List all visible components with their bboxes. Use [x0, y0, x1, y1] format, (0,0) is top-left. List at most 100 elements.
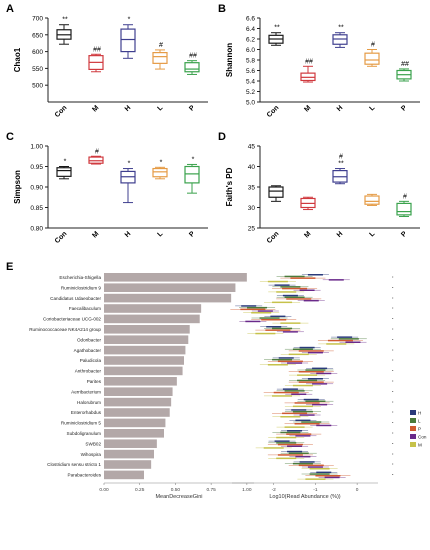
abundance-box — [245, 320, 261, 323]
panel-letter-a: A — [6, 3, 14, 15]
importance-bar — [104, 356, 184, 365]
x-category-label: H — [124, 104, 133, 113]
abundance-box — [282, 287, 308, 290]
x-axis-label: Log10(Read Abundance (%)) — [269, 494, 340, 500]
row-marker: • — [392, 472, 394, 477]
importance-bar-chart: Escherichia-Shigella Ruminiclostridium 9 C… — [29, 273, 254, 500]
abundance-box — [274, 440, 290, 442]
taxon-label: Wihospira — [81, 452, 102, 457]
abundance-box — [295, 435, 311, 437]
row-marker: • — [392, 284, 394, 289]
abundance-box — [295, 419, 311, 422]
importance-bar — [104, 408, 170, 417]
importance-bar — [104, 387, 173, 396]
x-category-label: H — [336, 104, 345, 113]
x-category-label: P — [188, 230, 196, 238]
abundance-box — [280, 416, 301, 418]
significance-mark: ** — [338, 161, 344, 168]
x-category-label: M — [91, 104, 100, 113]
abundance-box — [312, 383, 328, 385]
box-l — [364, 193, 380, 206]
box-m: ## — [88, 46, 104, 73]
abundance-box — [326, 343, 347, 345]
row-marker: • — [392, 357, 394, 362]
abundance-box — [276, 442, 297, 444]
abundance-row: • — [263, 388, 394, 397]
significance-mark: * — [128, 17, 131, 24]
y-tick-label: 35 — [248, 185, 256, 192]
y-tick-label: 6.4 — [246, 26, 255, 33]
abundance-box — [263, 447, 284, 449]
box-con: ** — [268, 25, 284, 46]
legend-label: M — [418, 443, 422, 448]
x-category-label: Con — [54, 230, 69, 245]
abundance-row: • — [268, 430, 394, 439]
abundance-row: • — [268, 284, 394, 293]
row-marker: • — [392, 368, 394, 373]
abundance-box — [272, 358, 293, 361]
abundance-box — [247, 306, 268, 309]
abundance-box — [284, 390, 305, 392]
x-tick-label: 1.00 — [242, 487, 252, 493]
abundance-box — [299, 289, 315, 291]
importance-bar — [104, 293, 232, 303]
x-tick-label: -1 — [313, 487, 318, 493]
abundance-box-plots: • • • • • • • • • • • • • • • • • • • • -2 -1 0 Log10(Read Abun… — [230, 274, 394, 500]
box-body — [184, 165, 200, 184]
abundance-box — [294, 402, 320, 404]
abundance-box — [270, 315, 286, 318]
y-tick-label: 25 — [248, 226, 256, 233]
panel-c-chart: 0.80 0.85 0.90 0.95 1.00 Simpson * Con # M * H * L * P — [13, 144, 208, 245]
significance-mark: * — [128, 161, 131, 168]
abundance-box — [272, 395, 293, 397]
abundance-row: • — [267, 450, 394, 460]
box-m — [300, 196, 316, 211]
taxon-label: Parites — [87, 379, 102, 384]
taxon-label: Coriobacteriaceae UCG-002 — [43, 317, 101, 322]
legend-swatch — [410, 434, 416, 439]
abundance-box — [315, 475, 341, 477]
abundance-box — [278, 357, 294, 359]
y-tick-label: 0.85 — [30, 205, 43, 212]
abundance-box — [291, 409, 307, 411]
abundance-box — [295, 455, 311, 458]
abundance-box — [274, 284, 290, 286]
abundance-box — [292, 384, 313, 387]
legend-label: L — [418, 419, 421, 424]
box-p: # — [396, 193, 412, 218]
significance-mark: ## — [401, 61, 409, 68]
x-category-label: M — [303, 230, 312, 239]
significance-mark: * — [192, 156, 195, 163]
abundance-box — [272, 327, 293, 330]
y-tick-label: 650 — [32, 32, 43, 39]
box-l: # — [152, 42, 168, 70]
abundance-box — [287, 445, 303, 447]
abundance-box — [301, 421, 322, 423]
abundance-box — [303, 398, 319, 401]
abundance-box — [287, 430, 303, 432]
box-body — [88, 156, 104, 164]
abundance-box — [305, 369, 326, 371]
abundance-box — [266, 326, 282, 328]
x-category-label: Con — [266, 104, 281, 119]
abundance-box — [286, 433, 312, 435]
x-tick-label: 0.50 — [171, 487, 181, 493]
abundance-box — [328, 279, 344, 281]
importance-bar — [104, 314, 200, 324]
abundance-box — [240, 308, 266, 311]
abundance-box — [307, 351, 323, 354]
row-marker: • — [392, 347, 394, 352]
row-marker: • — [392, 378, 394, 383]
abundance-box — [303, 299, 319, 302]
box-l: # — [364, 42, 380, 67]
row-marker: • — [392, 420, 394, 425]
taxon-label: Paludicola — [80, 358, 102, 363]
abundance-box — [284, 296, 305, 298]
x-tick-label: 0.75 — [206, 487, 216, 493]
abundance-row: • — [288, 367, 394, 376]
significance-mark: # — [95, 148, 99, 155]
abundance-box — [290, 277, 316, 279]
y-tick-label: 6.0 — [246, 47, 255, 54]
importance-bar — [104, 377, 177, 386]
